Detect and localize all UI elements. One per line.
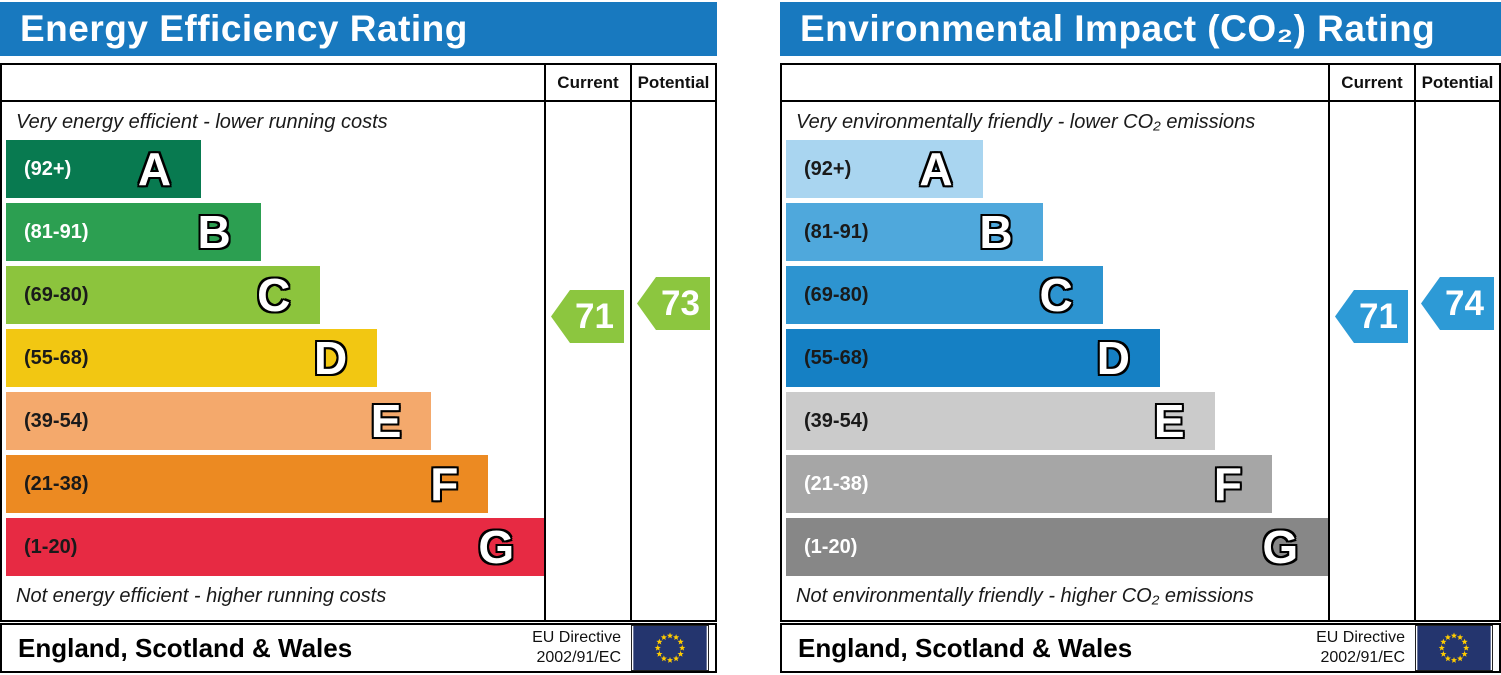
band-bar-f: (21-38) F	[786, 455, 1272, 513]
band-letter-g: G	[1262, 521, 1299, 573]
environmental-rating-table: Current Potential Very environmentally f…	[780, 63, 1501, 622]
current-rating-arrow: 71	[551, 290, 624, 343]
footer: England, Scotland & Wales EU Directive 2…	[780, 623, 1501, 673]
rating-scale-body: Very environmentally friendly - lower CO…	[782, 102, 1499, 620]
potential-column-header: Potential	[630, 65, 715, 100]
band-range-c: (69-80)	[24, 283, 89, 306]
band-range-f: (21-38)	[804, 472, 869, 495]
bottom-note: Not energy efficient - higher running co…	[16, 585, 387, 607]
band-letter-b: B	[197, 206, 231, 258]
rating-scale: Very energy efficient - lower running co…	[2, 102, 545, 620]
band-range-a: (92+)	[804, 157, 852, 180]
band-letter-c: C	[257, 269, 291, 321]
band-bar-b: (81-91) B	[6, 203, 261, 261]
region-label: England, Scotland & Wales	[18, 632, 353, 663]
band-range-d: (55-68)	[24, 346, 89, 369]
potential-column: 73	[630, 102, 715, 620]
band-range-e: (39-54)	[24, 409, 89, 432]
band-letter-b: B	[979, 206, 1013, 258]
band-bar-c: (69-80) C	[6, 266, 321, 324]
column-header-row: Current Potential	[2, 65, 715, 102]
band-range-b: (81-91)	[24, 220, 89, 243]
band-bar-a: (92+) A	[6, 140, 202, 198]
band-bar-g: (1-20) G	[786, 518, 1329, 576]
eu-directive-label: EU Directive 2002/91/EC	[1316, 629, 1405, 666]
band-range-f: (21-38)	[24, 472, 89, 495]
column-header-row: Current Potential	[782, 65, 1499, 102]
band-letter-d: D	[314, 332, 348, 384]
eu-flag-icon	[631, 625, 709, 671]
rating-scale: Very environmentally friendly - lower CO…	[782, 102, 1329, 620]
bottom-note: Not environmentally friendly - higher CO…	[796, 585, 1254, 607]
band-range-c: (69-80)	[804, 283, 869, 306]
energy-efficiency-chart: Energy Efficiency Rating Current Potenti…	[0, 2, 717, 673]
potential-rating-arrow: 73	[637, 277, 710, 330]
environmental-impact-title: Environmental Impact (CO₂) Rating	[780, 2, 1501, 56]
band-letter-f: F	[430, 458, 459, 510]
environmental-impact-chart: Environmental Impact (CO₂) Rating Curren…	[780, 2, 1501, 673]
band-bar-e: (39-54) E	[6, 392, 432, 450]
band-bar-d: (55-68) D	[786, 329, 1160, 387]
band-bar-d: (55-68) D	[6, 329, 378, 387]
band-range-d: (55-68)	[804, 346, 869, 369]
potential-column-header: Potential	[1414, 65, 1499, 100]
current-rating-arrow: 71	[1335, 290, 1408, 343]
top-note: Very environmentally friendly - lower CO…	[796, 111, 1256, 133]
footer: England, Scotland & Wales EU Directive 2…	[0, 623, 717, 673]
band-letter-f: F	[1213, 458, 1242, 510]
band-letter-d: D	[1096, 332, 1130, 384]
band-bar-e: (39-54) E	[786, 392, 1215, 450]
band-range-a: (92+)	[24, 157, 72, 180]
current-column: 71	[544, 102, 630, 620]
band-range-b: (81-91)	[804, 220, 869, 243]
header-spacer	[2, 65, 544, 100]
band-letter-e: E	[370, 395, 402, 447]
band-bar-g: (1-20) G	[6, 518, 545, 576]
potential-rating-value: 74	[1445, 283, 1484, 323]
potential-rating-value: 73	[661, 283, 700, 323]
current-rating-value: 71	[1359, 296, 1398, 336]
band-bar-c: (69-80) C	[786, 266, 1103, 324]
band-letter-a: A	[137, 143, 172, 195]
eu-flag-icon	[1415, 625, 1493, 671]
band-letter-e: E	[1153, 395, 1185, 447]
band-range-g: (1-20)	[804, 535, 858, 558]
band-bar-f: (21-38) F	[6, 455, 489, 513]
region-label: England, Scotland & Wales	[798, 632, 1133, 663]
rating-scale-body: Very energy efficient - lower running co…	[2, 102, 715, 620]
energy-efficiency-title: Energy Efficiency Rating	[0, 2, 717, 56]
potential-column: 74	[1414, 102, 1499, 620]
band-range-g: (1-20)	[24, 535, 78, 558]
potential-rating-arrow: 74	[1421, 277, 1494, 330]
energy-rating-table: Current Potential Very energy efficient …	[0, 63, 717, 622]
band-bar-a: (92+) A	[786, 140, 983, 198]
current-rating-value: 71	[575, 296, 614, 336]
current-column-header: Current	[544, 65, 630, 100]
band-letter-g: G	[478, 521, 515, 573]
band-bar-b: (81-91) B	[786, 203, 1043, 261]
top-note: Very energy efficient - lower running co…	[16, 111, 388, 133]
eu-directive-label: EU Directive 2002/91/EC	[532, 629, 621, 666]
band-range-e: (39-54)	[804, 409, 869, 432]
header-spacer	[782, 65, 1328, 100]
band-letter-a: A	[919, 143, 953, 195]
current-column: 71	[1328, 102, 1414, 620]
band-letter-c: C	[1039, 269, 1073, 321]
current-column-header: Current	[1328, 65, 1414, 100]
